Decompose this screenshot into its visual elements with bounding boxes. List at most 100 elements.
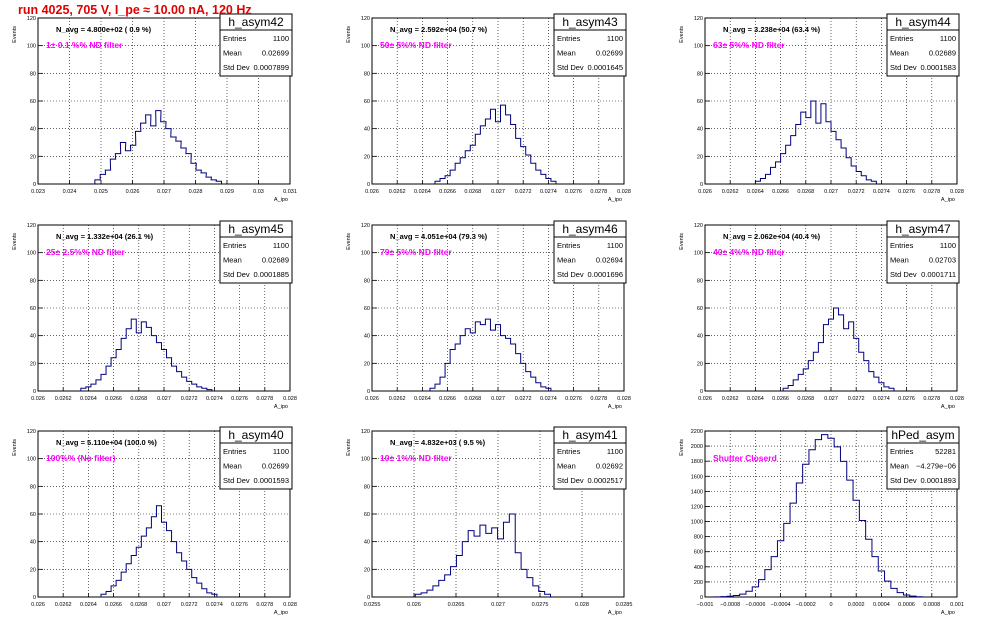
stats-value: 0.02703 [929, 256, 956, 265]
x-tick-label: 0.0274 [540, 189, 557, 195]
histogram-bin [826, 122, 831, 184]
x-tick-label: 0.0266 [105, 602, 122, 608]
y-tick-label: 0 [33, 389, 36, 395]
x-tick-label: 0.0272 [181, 602, 198, 608]
histogram-bin [110, 159, 115, 184]
y-tick-label: 80 [364, 278, 370, 284]
histogram-bin [879, 383, 884, 391]
histogram-bin [135, 131, 140, 184]
histogram-bin [786, 145, 791, 184]
histogram-bin [207, 593, 212, 597]
x-tick-label: 0.025 [94, 189, 108, 195]
y-tick-label: 2200 [691, 429, 703, 435]
x-tick-label: 0.0276 [565, 189, 582, 195]
y-tick-label: 80 [697, 278, 703, 284]
histogram-bin [872, 557, 878, 597]
histogram-bin [131, 556, 136, 598]
histogram-bin [796, 125, 801, 184]
stats-title: h_asym40 [228, 428, 284, 442]
y-tick-label: 2000 [691, 444, 703, 450]
stats-value: 1100 [940, 34, 956, 43]
x-tick-label: 0.027 [157, 396, 171, 402]
histogram-bin [803, 369, 808, 391]
histogram-bin [840, 461, 846, 597]
histogram-bin [192, 578, 197, 597]
filter-label: 1± 0.1 %% ND filter [46, 40, 123, 50]
x-tick-label: 0.027 [157, 602, 171, 608]
x-tick-label: 0.0002 [848, 602, 865, 608]
stats-key: Entries [223, 241, 247, 250]
stats-box [553, 220, 627, 284]
stats-value: 0.0001645 [588, 63, 623, 72]
x-tick-label: 0.0266 [772, 189, 789, 195]
stats-key: Entries [223, 34, 247, 43]
histogram-bin [106, 591, 111, 597]
histogram-bin [486, 533, 492, 597]
x-tick-label: 0.027 [491, 396, 505, 402]
histogram-bin [884, 387, 889, 391]
y-tick-label: 100 [27, 44, 36, 50]
histogram-bin [809, 450, 815, 597]
stats-value: 0.0001583 [921, 63, 956, 72]
histogram-outline [429, 318, 552, 391]
y-tick-label: 1600 [691, 474, 703, 480]
histogram-bin [171, 137, 176, 184]
x-tick-label: 0.0274 [873, 396, 890, 402]
stats-value: 52281 [935, 447, 956, 456]
x-tick-label: 0.027 [491, 189, 505, 195]
x-tick-label: 0.0272 [515, 189, 532, 195]
histogram-bin [460, 336, 465, 391]
stats-key: Std Dev [223, 270, 250, 279]
histogram-bin [866, 180, 871, 184]
x-tick-label: 0.0268 [130, 602, 147, 608]
y-axis-title: Events [12, 439, 18, 456]
stats-key: Mean [557, 462, 576, 471]
histogram-bin [96, 380, 101, 391]
histogram-bin [498, 539, 504, 597]
y-tick-label: 20 [364, 154, 370, 160]
stats-box [553, 426, 627, 490]
x-axis-title: A_ipo [274, 610, 288, 616]
stats-key: Entries [890, 447, 914, 456]
y-tick-label: 40 [364, 334, 370, 340]
stats-key: Entries [223, 447, 247, 456]
histogram-bin [521, 569, 527, 597]
histogram-bin [433, 586, 439, 597]
x-tick-label: 0.028 [189, 189, 203, 195]
x-tick-label: 0.03 [253, 189, 264, 195]
histogram-bin [806, 118, 811, 184]
histogram-bin [506, 338, 511, 391]
y-tick-label: 1400 [691, 489, 703, 495]
histogram-bin [211, 180, 216, 184]
histogram-bin [516, 354, 521, 391]
x-tick-label: 0.029 [220, 189, 234, 195]
y-tick-label: 20 [30, 567, 36, 573]
histogram-bin [105, 170, 110, 184]
stats-value: 1100 [607, 34, 623, 43]
histogram-panel-h_asym46: 0.026 0.0262 0.0264 0.0266 0.0268 0.027 0.0272… [346, 220, 631, 410]
y-tick-label: 0 [367, 595, 370, 601]
histogram-bin [828, 319, 833, 391]
navg-label: N_avg = 2.592e+04 (50.7 %) [390, 25, 488, 34]
x-tick-label: 0.026 [126, 189, 140, 195]
histogram-bin [752, 587, 758, 597]
y-tick-label: 40 [30, 127, 36, 133]
y-tick-label: 1800 [691, 459, 703, 465]
stats-key: Mean [890, 256, 909, 265]
x-tick-label: 0.0278 [923, 189, 940, 195]
histogram-bin [501, 105, 506, 184]
filter-label: 100%% (No filter) [46, 453, 116, 463]
stats-value: 1100 [273, 34, 289, 43]
histogram-bin [759, 580, 765, 597]
x-tick-label: 0.027 [824, 189, 838, 195]
y-tick-label: 100 [361, 457, 370, 463]
histogram-outline [80, 318, 213, 391]
histogram-bin [781, 154, 786, 184]
x-tick-label: −0.001 [697, 602, 714, 608]
filter-label: Shutter Closerd [713, 453, 777, 463]
x-tick-label: −0.0008 [720, 602, 740, 608]
histogram-bin [765, 174, 770, 184]
histogram-outline [434, 104, 557, 184]
histogram-bin [120, 143, 125, 185]
histogram-bin [849, 322, 854, 391]
